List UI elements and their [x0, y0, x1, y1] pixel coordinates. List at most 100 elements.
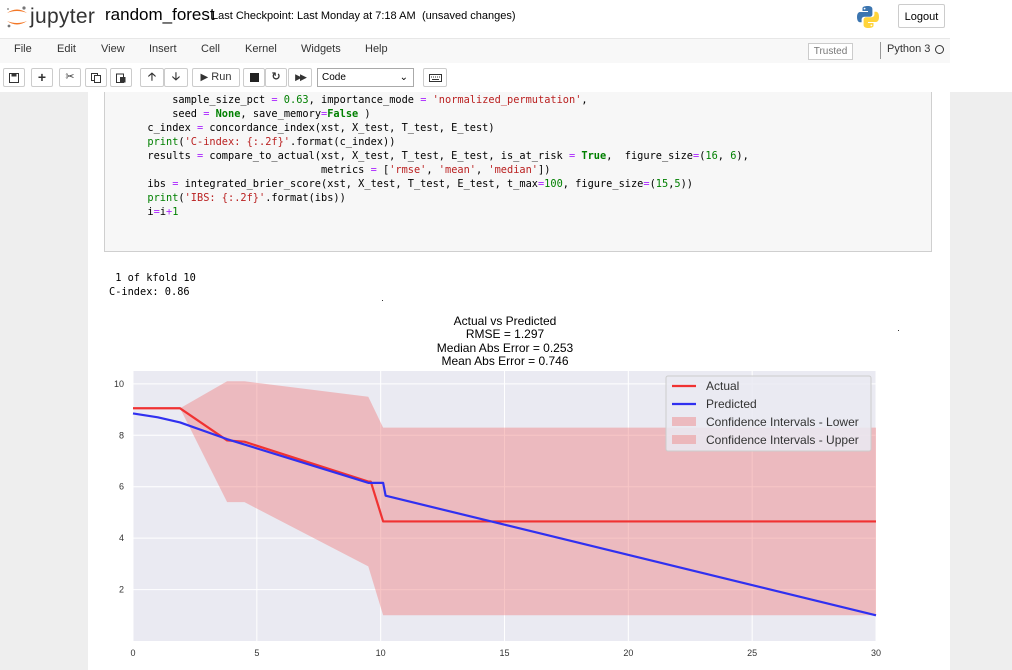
toolbar: + ✂ 🡡 🡣 ▶ Run ↻ ▶▶ Code ⌄: [0, 63, 950, 92]
code-cell[interactable]: sample_size_pct = 0.63, importance_mode …: [104, 92, 932, 252]
legend-box: [665, 375, 872, 452]
series-line-actual: [133, 407, 876, 523]
menu-edit[interactable]: Edit: [57, 43, 76, 55]
keyboard-icon: [428, 74, 442, 82]
chevron-down-icon: ⌄: [399, 72, 408, 83]
trusted-badge[interactable]: Trusted: [808, 43, 853, 60]
legend-label: Actual: [706, 379, 739, 393]
menu-view[interactable]: View: [101, 43, 125, 55]
keyboard-shortcuts-button[interactable]: [423, 68, 447, 87]
kernel-divider: [880, 42, 881, 59]
checkpoint-status: Last Checkpoint: Last Monday at 7:18 AM: [212, 10, 416, 22]
code-line: seed = None, save_memory=False ): [135, 108, 371, 120]
cell-output-text: 1 of kfold 10 C-index: 0.86: [109, 271, 196, 299]
x-tick-label: 25: [747, 648, 757, 658]
code-line: sample_size_pct = 0.63, importance_mode …: [135, 94, 588, 106]
confidence-band-lower: [133, 408, 876, 616]
output-line: 1 of kfold 10: [109, 272, 196, 284]
jupyter-logo-text[interactable]: jupyter: [30, 5, 96, 28]
fast-forward-icon: ▶▶: [295, 72, 307, 82]
y-tick-labels: 2 4 6 8 10: [114, 379, 124, 595]
cell-type-select[interactable]: Code ⌄: [317, 68, 414, 87]
x-tick-label: 15: [499, 648, 509, 658]
stop-icon: [249, 73, 259, 82]
series-line-predicted: [132, 412, 877, 617]
paste-icon: [116, 73, 126, 83]
actual-vs-predicted-chart: Actual vs Predicted RMSE = 1.297 Median …: [114, 314, 881, 658]
x-tick-label: 5: [254, 648, 259, 658]
code-line: print('IBS: {:.2f}'.format(ibs)): [147, 192, 346, 204]
move-up-button[interactable]: 🡡: [140, 68, 164, 87]
cell-type-value: Code: [322, 72, 346, 83]
y-tick-label: 10: [114, 379, 124, 389]
restart-icon: ↻: [271, 71, 281, 83]
output-line: C-index: 0.86: [109, 286, 190, 298]
save-icon: [9, 73, 19, 83]
grid-lines: [132, 371, 877, 641]
stop-button[interactable]: [243, 68, 265, 87]
y-tick-label: 2: [119, 585, 124, 595]
legend-label: Confidence Intervals - Upper: [706, 433, 859, 447]
code-line: results = compare_to_actual(xst, X_test,…: [135, 150, 749, 162]
stray-dot: [898, 330, 899, 331]
run-button[interactable]: ▶ Run: [192, 68, 240, 87]
menu-help[interactable]: Help: [365, 43, 388, 55]
copy-button[interactable]: [85, 68, 107, 87]
menu-cell[interactable]: Cell: [201, 43, 220, 55]
run-label: Run: [211, 71, 232, 83]
move-up-icon: 🡡: [148, 71, 156, 83]
menu-file[interactable]: File: [14, 43, 32, 55]
kernel-idle-icon: [935, 45, 944, 54]
x-tick-labels: 0 5 10 15 20 25 30: [130, 648, 881, 658]
legend-label: Predicted: [706, 397, 757, 411]
python-logo-icon: [857, 6, 879, 28]
run-icon: ▶: [200, 72, 209, 83]
notebook-name[interactable]: random_forest: [105, 5, 215, 24]
x-tick-label: 0: [130, 648, 135, 658]
y-tick-label: 8: [119, 430, 124, 440]
chart-median-abs-error: Median Abs Error = 0.253: [437, 341, 574, 355]
code-line: i=i+1: [135, 206, 179, 218]
copy-icon: [91, 73, 101, 83]
chart-title-block: Actual vs Predicted RMSE = 1.297 Median …: [437, 314, 574, 368]
x-tick-label: 20: [623, 648, 633, 658]
code-line: print('C-index: {:.2f}'.format(c_index)): [147, 136, 396, 148]
stray-dot: [382, 300, 383, 301]
move-down-icon: 🡣: [172, 71, 180, 83]
code-line: ibs = integrated_brier_score(xst, X_test…: [135, 178, 693, 190]
add-cell-icon: +: [37, 69, 47, 85]
legend-swatch-lower: [672, 417, 696, 426]
x-tick-label: 10: [376, 648, 386, 658]
move-down-button[interactable]: 🡣: [164, 68, 188, 87]
kernel-name[interactable]: Python 3: [887, 43, 931, 55]
x-tick-label: 30: [871, 648, 881, 658]
save-button[interactable]: [3, 68, 25, 87]
menu-insert[interactable]: Insert: [149, 43, 177, 55]
menu-widgets[interactable]: Widgets: [301, 43, 341, 55]
code-editor[interactable]: sample_size_pct = 0.63, importance_mode …: [135, 93, 749, 219]
y-tick-label: 4: [119, 533, 124, 543]
run-all-button[interactable]: ▶▶: [288, 68, 312, 87]
jupyter-logo-icon[interactable]: [4, 4, 30, 30]
chart-legend: Actual Predicted Confidence Intervals - Lo…: [665, 375, 872, 452]
series-lines: [132, 407, 877, 617]
cut-button[interactable]: ✂: [59, 68, 81, 87]
menubar: File Edit View Insert Cell Kernel Widget…: [0, 38, 950, 64]
add-cell-button[interactable]: +: [31, 68, 53, 87]
confidence-band-upper: [133, 381, 876, 522]
chart-title: Actual vs Predicted: [454, 314, 557, 328]
legend-label: Confidence Intervals - Lower: [706, 415, 859, 429]
code-line: metrics = ['rmse', 'mean', 'median']): [135, 164, 551, 176]
restart-button[interactable]: ↻: [265, 68, 287, 87]
unsaved-status: (unsaved changes): [422, 10, 516, 22]
header: jupyter random_forest Last Checkpoint: L…: [0, 0, 1012, 38]
confidence-bands: [133, 381, 876, 616]
chart-rmse: RMSE = 1.297: [466, 327, 545, 341]
cut-icon: ✂: [65, 71, 75, 83]
paste-button[interactable]: [110, 68, 132, 87]
logout-button[interactable]: Logout: [898, 4, 945, 28]
code-line: c_index = concordance_index(xst, X_test,…: [135, 122, 495, 134]
chart-mean-abs-error: Mean Abs Error = 0.746: [441, 354, 568, 368]
menu-kernel[interactable]: Kernel: [245, 43, 277, 55]
legend-swatch-upper: [672, 435, 696, 444]
